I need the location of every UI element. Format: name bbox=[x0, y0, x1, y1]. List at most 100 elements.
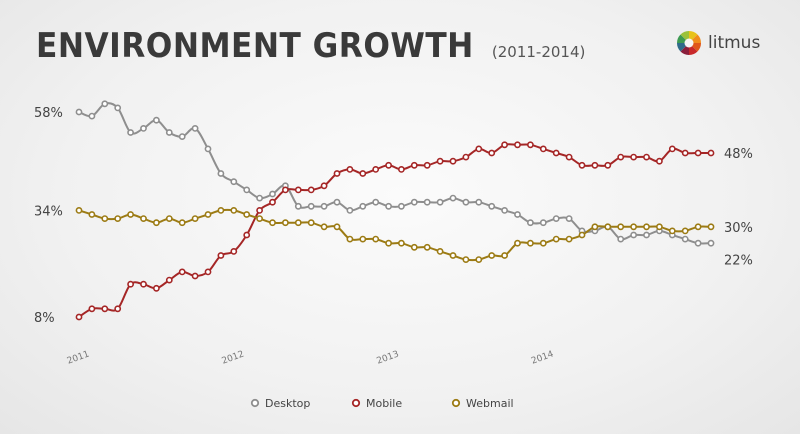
desktop-point bbox=[694, 239, 702, 247]
mobile-point bbox=[462, 153, 470, 161]
webmail-point bbox=[449, 252, 457, 259]
webmail-point bbox=[333, 223, 341, 231]
end-value-label: 48% bbox=[724, 147, 753, 162]
webmail-point bbox=[604, 223, 612, 231]
desktop-point bbox=[630, 231, 637, 239]
end-value-label: 30% bbox=[724, 221, 753, 236]
webmail-point bbox=[152, 219, 160, 227]
webmail-point bbox=[436, 247, 444, 255]
webmail-point bbox=[694, 223, 702, 231]
desktop-point bbox=[397, 202, 405, 210]
desktop-point bbox=[75, 108, 83, 116]
mobile-point bbox=[320, 182, 328, 190]
desktop-point bbox=[243, 186, 251, 194]
mobile-point bbox=[514, 141, 521, 149]
webmail-point bbox=[643, 223, 650, 231]
desktop-point bbox=[217, 170, 225, 177]
webmail-point bbox=[204, 211, 212, 218]
desktop-line bbox=[78, 102, 712, 245]
desktop-point bbox=[191, 124, 199, 132]
desktop-point bbox=[449, 194, 457, 202]
legend-label: Desktop bbox=[265, 397, 310, 410]
webmail-point bbox=[191, 215, 199, 222]
webmail-point bbox=[681, 227, 689, 235]
webmail-point bbox=[372, 235, 380, 243]
webmail-point bbox=[514, 239, 521, 247]
mobile-point bbox=[75, 313, 83, 321]
mobile-point bbox=[643, 153, 650, 161]
webmail-point bbox=[475, 256, 483, 263]
webmail-point bbox=[488, 252, 496, 259]
chart-title: ENVIRONMENT GROWTH bbox=[36, 26, 474, 66]
desktop-point bbox=[462, 198, 470, 206]
webmail-point bbox=[385, 239, 392, 247]
webmail-point bbox=[346, 235, 354, 243]
webmail-point bbox=[75, 206, 83, 214]
desktop-point bbox=[269, 190, 276, 198]
webmail-point bbox=[88, 211, 96, 218]
desktop-point bbox=[539, 219, 547, 227]
webmail-point bbox=[114, 215, 122, 222]
mobile-point bbox=[488, 149, 496, 157]
mobile-line bbox=[78, 143, 711, 318]
mobile-point bbox=[578, 161, 586, 169]
mobile-point bbox=[114, 305, 122, 313]
legend-item-webmail: Webmail bbox=[451, 397, 514, 410]
desktop-point bbox=[294, 202, 302, 210]
mobile-point bbox=[101, 305, 109, 313]
end-value-label: 22% bbox=[724, 254, 753, 269]
mobile-point bbox=[397, 165, 405, 173]
mobile-point bbox=[552, 149, 560, 157]
legend-item-desktop: Desktop bbox=[250, 397, 310, 410]
desktop-point bbox=[114, 104, 122, 112]
webmail-point bbox=[630, 223, 637, 231]
x-tick-label: 2012 bbox=[221, 350, 246, 367]
webmail-point bbox=[307, 219, 315, 227]
mobile-point bbox=[475, 145, 483, 153]
desktop-point bbox=[372, 198, 380, 206]
desktop-point bbox=[178, 133, 186, 140]
mobile-point bbox=[127, 280, 134, 288]
mobile-point bbox=[539, 145, 547, 153]
mobile-point bbox=[604, 161, 612, 169]
desktop-point bbox=[436, 198, 444, 206]
desktop-point bbox=[101, 100, 109, 108]
legend-marker bbox=[451, 398, 461, 408]
mobile-point bbox=[501, 141, 508, 149]
webmail-point bbox=[178, 219, 186, 227]
webmail-point bbox=[527, 239, 534, 247]
chart-labels: 58% 34% 8% 48% 30% 22% 2011 2012 2013 2014 bbox=[34, 106, 753, 367]
x-tick-label: 2011 bbox=[66, 350, 91, 367]
webmail-point bbox=[423, 243, 431, 251]
mobile-point bbox=[449, 157, 457, 165]
mobile-point bbox=[681, 149, 689, 157]
mobile-point bbox=[88, 305, 96, 313]
start-value-label: 58% bbox=[34, 106, 63, 121]
desktop-point bbox=[346, 206, 354, 214]
webmail-point bbox=[140, 215, 147, 222]
webmail-point bbox=[320, 223, 328, 231]
webmail-point bbox=[269, 219, 276, 227]
mobile-point bbox=[307, 186, 315, 194]
mobile-point bbox=[256, 206, 263, 214]
webmail-point bbox=[617, 223, 625, 231]
webmail-point bbox=[281, 219, 289, 227]
desktop-point bbox=[359, 202, 367, 210]
webmail-point bbox=[539, 239, 547, 247]
desktop-point bbox=[423, 198, 431, 206]
mobile-point bbox=[359, 170, 367, 177]
legend-marker bbox=[351, 398, 361, 408]
brand: litmus bbox=[676, 30, 760, 56]
mobile-point bbox=[694, 149, 702, 157]
legend-label: Webmail bbox=[466, 397, 514, 410]
mobile-point bbox=[707, 149, 715, 157]
mobile-point bbox=[178, 268, 186, 276]
desktop-point bbox=[552, 215, 560, 222]
legend-label: Mobile bbox=[366, 397, 402, 410]
mobile-point bbox=[527, 141, 534, 149]
webmail-point bbox=[462, 256, 470, 263]
webmail-point bbox=[397, 239, 405, 247]
webmail-point bbox=[243, 211, 251, 218]
mobile-point bbox=[281, 186, 289, 194]
